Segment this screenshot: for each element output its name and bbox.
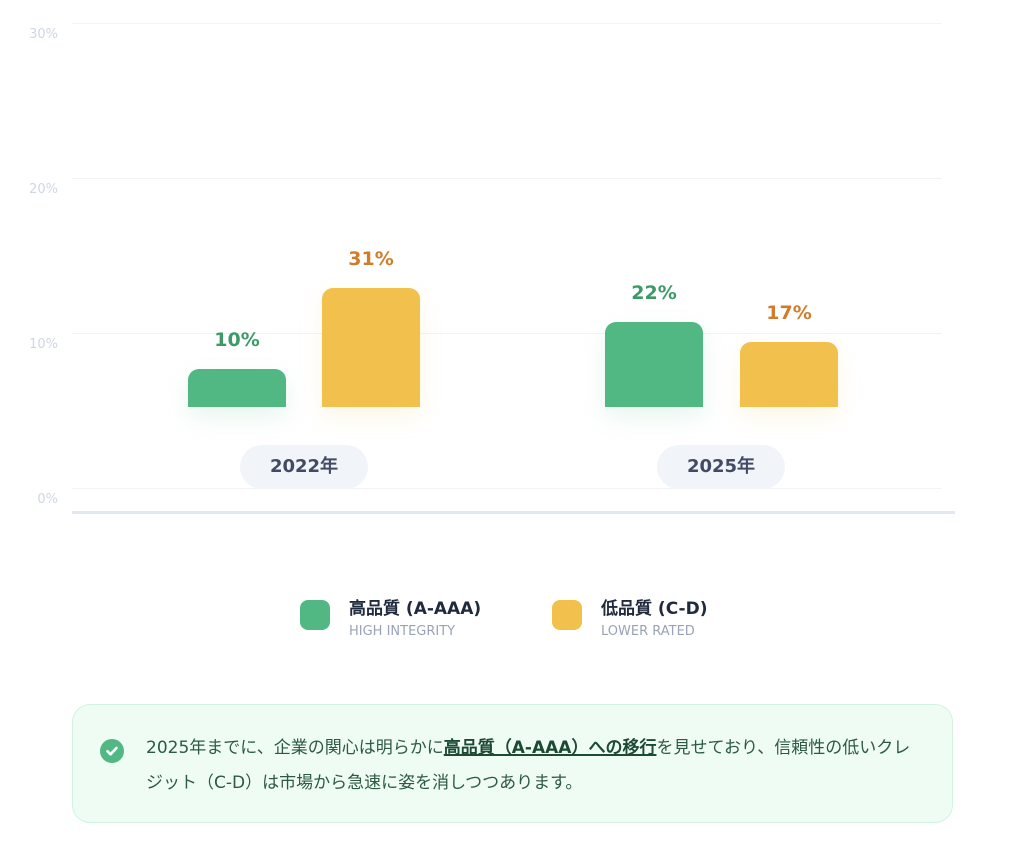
gridline	[72, 178, 942, 179]
bar-high-1	[605, 322, 703, 407]
legend-swatch-low	[552, 600, 582, 630]
legend-label-high: 高品質 (A-AAA)	[349, 599, 482, 619]
callout-text-before: 2025年までに、企業の関心は明らかに	[146, 738, 444, 758]
legend-swatch-high	[300, 600, 330, 630]
legend-sub-high: HIGH INTEGRITY	[349, 624, 456, 639]
callout-text: 2025年までに、企業の関心は明らかに高品質（A-AAA）への移行を見せており、…	[146, 731, 926, 801]
bar-low-0	[322, 287, 420, 407]
y-tick-label: 30%	[29, 27, 58, 42]
category-label-2022: 2022年	[240, 445, 368, 489]
y-tick-label: 0%	[37, 492, 58, 507]
gridline	[72, 488, 942, 489]
insight-callout	[72, 704, 953, 823]
bar-high-0	[188, 368, 286, 407]
category-label-2025: 2025年	[657, 445, 785, 489]
y-tick-label: 10%	[29, 337, 58, 352]
bar-value-label: 10%	[214, 328, 260, 351]
callout-text-after: を見せており、信頼性の低いクレジット（C-D）は市場から急速に姿を消しつつありま…	[146, 738, 911, 793]
legend-sub-low: LOWER RATED	[601, 624, 695, 639]
bar-value-label: 31%	[348, 247, 394, 270]
x-axis-line	[72, 511, 955, 514]
bar-value-label: 17%	[766, 301, 812, 324]
callout-emphasis: 高品質（A-AAA）への移行	[443, 738, 657, 758]
y-tick-label: 20%	[29, 182, 58, 197]
gridline	[72, 23, 942, 24]
bar-low-1	[740, 341, 838, 407]
bar-value-label: 22%	[631, 282, 677, 305]
check-circle-icon	[100, 739, 124, 763]
gridline	[72, 333, 942, 334]
legend-label-low: 低品質 (C-D)	[601, 599, 708, 619]
